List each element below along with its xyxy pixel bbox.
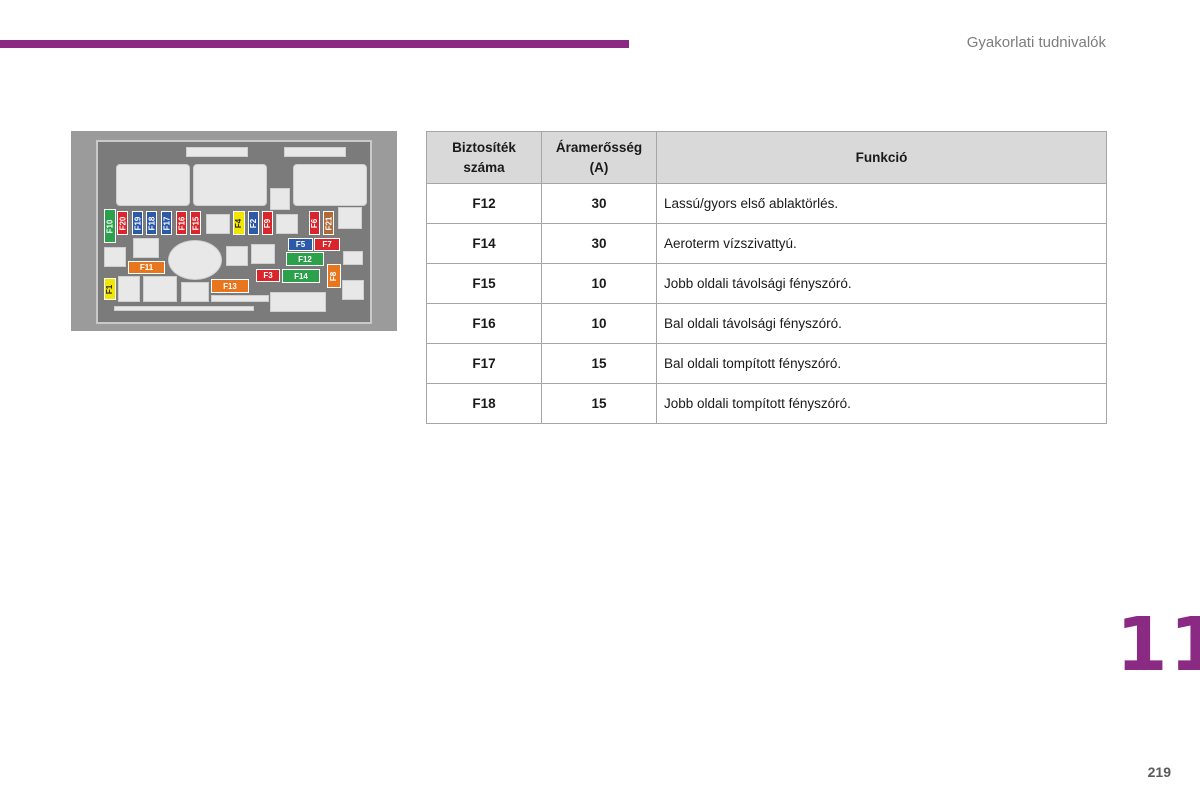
slot	[251, 244, 275, 264]
relay	[116, 164, 190, 206]
table-row: F15 10 Jobb oldali távolsági fényszóró.	[426, 263, 1107, 304]
header-accent-bar	[0, 40, 629, 48]
fuse-f21: F21	[323, 211, 334, 235]
cell-amps: 15	[541, 383, 657, 424]
slot	[133, 238, 159, 258]
fuse-f13: F13	[211, 279, 249, 293]
relay	[193, 164, 267, 206]
cell-amps: 30	[541, 183, 657, 224]
slot	[143, 276, 177, 302]
fuse-f16: F16	[176, 211, 187, 235]
relay	[293, 164, 367, 206]
slot	[104, 247, 126, 267]
cell-fuse: F17	[426, 343, 542, 384]
fuse-f1: F1	[104, 278, 116, 300]
cell-fuse: F12	[426, 183, 542, 224]
header-fuse-number: Biztosíték száma	[426, 131, 542, 184]
relay-round	[168, 240, 222, 280]
cell-amps: 10	[541, 303, 657, 344]
slot	[186, 147, 248, 157]
cell-function: Bal oldali távolsági fényszóró.	[656, 303, 1107, 344]
fuse-f3: F3	[256, 269, 280, 282]
relay	[270, 292, 326, 312]
fuse-f8: F8	[327, 264, 341, 288]
table-row: F12 30 Lassú/gyors első ablaktörlés.	[426, 183, 1107, 224]
fuse-f6: F6	[309, 211, 320, 235]
fuse-f14: F14	[282, 269, 320, 283]
cell-function: Bal oldali tompított fényszóró.	[656, 343, 1107, 384]
cell-function: Jobb oldali tompított fényszóró.	[656, 383, 1107, 424]
table-row: F14 30 Aeroterm vízszivattyú.	[426, 223, 1107, 264]
slot	[343, 251, 363, 265]
header-amperage: Áramerősség (A)	[541, 131, 657, 184]
fuse-f18: F18	[146, 211, 157, 235]
fuse-f19: F19	[132, 211, 143, 235]
slot	[181, 282, 209, 302]
relay	[270, 188, 290, 210]
header-function: Funkció	[656, 131, 1107, 184]
table-row: F17 15 Bal oldali tompított fényszóró.	[426, 343, 1107, 384]
fuse-f12: F12	[286, 252, 324, 266]
cell-fuse: F14	[426, 223, 542, 264]
table-header-row: Biztosíték száma Áramerősség (A) Funkció	[426, 131, 1107, 184]
fuse-table: Biztosíték száma Áramerősség (A) Funkció F…	[426, 131, 1107, 424]
fuse-f4: F4	[233, 211, 245, 235]
fuse-f11: F11	[128, 261, 165, 274]
slot	[114, 306, 254, 311]
slot	[226, 246, 248, 266]
slot	[211, 295, 269, 302]
fuse-f17: F17	[161, 211, 172, 235]
fuse-f15: F15	[190, 211, 201, 235]
chapter-number: 11	[1116, 602, 1200, 688]
table-row: F18 15 Jobb oldali tompított fényszóró.	[426, 383, 1107, 424]
fuse-f20: F20	[117, 211, 128, 235]
fuse-f10: F10	[104, 209, 116, 243]
slot	[284, 147, 346, 157]
fuse-f9: F9	[262, 211, 273, 235]
fuse-f5: F5	[288, 238, 313, 251]
slot	[338, 207, 362, 229]
slot	[342, 280, 364, 300]
fuse-f2: F2	[248, 211, 259, 235]
slot	[206, 214, 230, 234]
cell-function: Jobb oldali távolsági fényszóró.	[656, 263, 1107, 304]
cell-fuse: F18	[426, 383, 542, 424]
slot	[276, 214, 298, 234]
cell-amps: 10	[541, 263, 657, 304]
table-row: F16 10 Bal oldali távolsági fényszóró.	[426, 303, 1107, 344]
page-number: 219	[1147, 764, 1171, 780]
cell-amps: 30	[541, 223, 657, 264]
fuse-f7: F7	[314, 238, 340, 251]
cell-fuse: F15	[426, 263, 542, 304]
cell-fuse: F16	[426, 303, 542, 344]
cell-function: Aeroterm vízszivattyú.	[656, 223, 1107, 264]
cell-function: Lassú/gyors első ablaktörlés.	[656, 183, 1107, 224]
cell-amps: 15	[541, 343, 657, 384]
slot	[118, 276, 140, 302]
section-title: Gyakorlati tudnivalók	[966, 34, 1106, 51]
